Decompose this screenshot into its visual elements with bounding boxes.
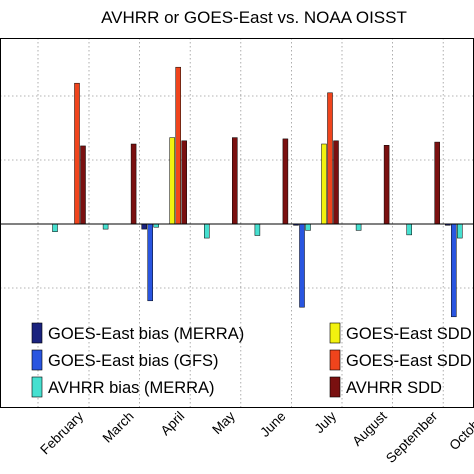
legend: GOES-East bias (MERRA) GOES-East bias (GF… xyxy=(31,322,472,398)
bar xyxy=(204,223,210,239)
bar xyxy=(451,223,457,318)
bar xyxy=(434,141,440,225)
bar xyxy=(406,223,412,236)
x-tick-label: June xyxy=(257,409,288,440)
bar xyxy=(232,137,238,225)
x-tick-label: April xyxy=(158,409,188,439)
bar xyxy=(181,140,187,225)
x-tick-label: October xyxy=(446,408,474,453)
x-axis-tick-labels: February March April May June July AugustSepte… xyxy=(37,408,474,466)
bar xyxy=(147,223,153,302)
legend-swatch xyxy=(31,376,43,398)
bar xyxy=(254,223,261,236)
legend-label: GOES-East SDD xyxy=(346,325,472,343)
bar xyxy=(457,223,463,239)
x-tick-label: March xyxy=(100,409,137,446)
chart-title: AVHRR or GOES-East vs. NOAA OISST xyxy=(101,8,407,27)
legend-swatch xyxy=(329,349,341,371)
legend-label: GOES-East bias (MERRA) xyxy=(48,325,244,343)
bar xyxy=(355,223,362,231)
legend-swatch xyxy=(31,322,43,344)
bar xyxy=(130,143,137,225)
legend-swatch xyxy=(31,349,43,371)
x-tick-label: September xyxy=(383,408,441,466)
legend-swatch xyxy=(329,322,341,344)
legend-label: AVHRR SDD xyxy=(346,379,442,397)
bar xyxy=(175,66,181,225)
legend-label: AVHRR bias (MERRA) xyxy=(48,379,215,397)
legend-swatch xyxy=(329,376,341,398)
bar xyxy=(282,138,289,225)
bar xyxy=(383,145,390,225)
bar xyxy=(102,223,109,230)
x-tick-label: July xyxy=(312,408,340,436)
bar xyxy=(169,137,175,225)
bar xyxy=(52,223,58,232)
legend-label: GOES-East SDD xyxy=(346,352,472,370)
bar xyxy=(327,92,333,225)
bar xyxy=(141,223,147,230)
bar xyxy=(321,143,327,225)
bar xyxy=(80,145,86,225)
x-tick-label: August xyxy=(349,408,390,449)
bar xyxy=(333,140,339,225)
bars xyxy=(52,66,474,318)
x-tick-label: February xyxy=(37,408,86,457)
bar xyxy=(305,223,311,231)
x-tick-label: May xyxy=(209,408,238,437)
bar xyxy=(74,82,80,225)
bar xyxy=(299,223,305,308)
legend-label: GOES-East bias (GFS) xyxy=(48,352,219,370)
